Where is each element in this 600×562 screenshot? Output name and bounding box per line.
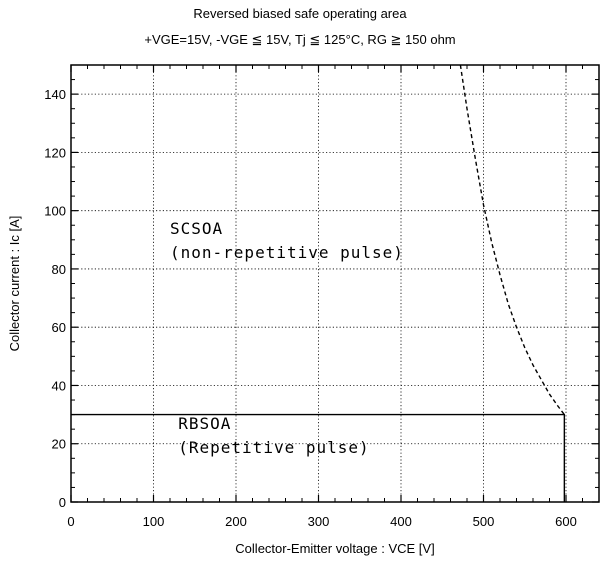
y-tick-label: 20 xyxy=(52,437,66,452)
scsoa-label: SCSOA xyxy=(170,219,223,238)
x-tick-label: 0 xyxy=(67,514,74,529)
scsoa-curve xyxy=(459,64,565,416)
y-axis-label: Collector current : Ic [A] xyxy=(7,216,22,352)
x-tick-label: 300 xyxy=(308,514,330,529)
chart-marks xyxy=(71,64,566,502)
x-tick-label: 100 xyxy=(143,514,165,529)
rbsoa-label: (Repetitive pulse) xyxy=(178,438,369,457)
grid xyxy=(71,65,599,502)
chart-title: Reversed biased safe operating area xyxy=(193,6,407,21)
chart-subtitle: +VGE=15V, -VGE ≦ 15V, Tj ≦ 125°C, RG ≧ 1… xyxy=(144,32,456,47)
y-tick-label: 140 xyxy=(44,87,66,102)
y-tick-label: 80 xyxy=(52,262,66,277)
rbsoa-label: RBSOA xyxy=(178,414,231,433)
rbsoa-boundary xyxy=(71,413,566,502)
x-tick-label: 600 xyxy=(555,514,577,529)
y-tick-label: 40 xyxy=(52,378,66,393)
annotations: SCSOA (non-repetitive pulse) RBSOA (Repetit… xyxy=(170,219,404,457)
y-tick-label: 60 xyxy=(52,320,66,335)
scsoa-label: (non-repetitive pulse) xyxy=(170,243,404,262)
y-tick-label: 120 xyxy=(44,145,66,160)
tick-labels: 0 100 200 300 400 500 600 0 20 40 60 80 100 120 140 xyxy=(44,87,577,529)
plot-frame xyxy=(70,64,600,503)
y-tick-label: 100 xyxy=(44,204,66,219)
y-tick-label: 0 xyxy=(59,495,66,510)
ticks xyxy=(70,65,599,503)
x-axis-label: Collector-Emitter voltage : VCE [V] xyxy=(235,541,434,556)
x-tick-label: 400 xyxy=(390,514,412,529)
x-tick-label: 500 xyxy=(473,514,495,529)
x-tick-label: 200 xyxy=(225,514,247,529)
